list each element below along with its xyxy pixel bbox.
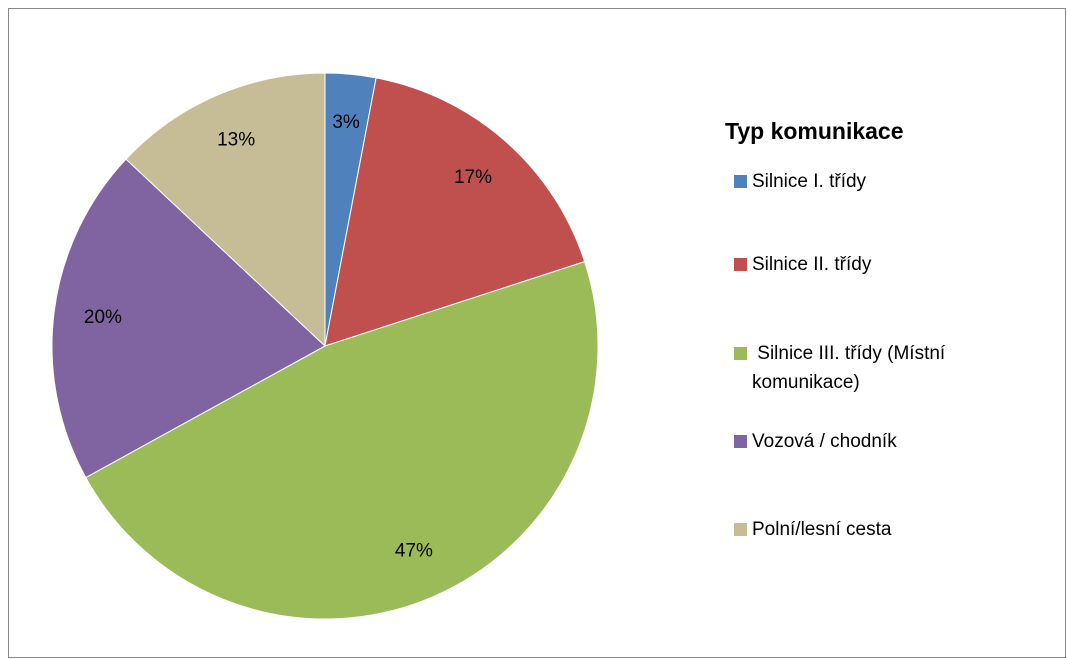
chart-border <box>8 8 1066 658</box>
pie-slice <box>324 77 586 347</box>
pie-slice <box>85 261 599 620</box>
legend-swatch <box>734 347 747 360</box>
legend-label: Silnice I. třídy <box>752 171 867 192</box>
legend-item: Polní/lesní cesta <box>725 515 1015 544</box>
legend-label: Vozová / chodník <box>752 431 897 452</box>
legend-swatch <box>734 435 747 448</box>
pie-slice <box>125 72 326 348</box>
legend-item: Vozová / chodník <box>725 427 1015 456</box>
legend-label: Polní/lesní cesta <box>752 519 892 540</box>
legend-item: Silnice III. třídy (Místní komunikace) <box>725 339 1015 397</box>
legend-label: Silnice II. třídy <box>752 254 872 275</box>
pie-slice <box>51 158 326 479</box>
legend-swatch <box>734 258 747 271</box>
data-label: 20% <box>84 307 122 328</box>
data-label: 13% <box>217 130 255 151</box>
legend-swatch <box>734 175 747 188</box>
legend-item: Silnice II. třídy <box>725 250 1015 279</box>
data-label: 47% <box>395 540 433 561</box>
legend-swatch <box>734 523 747 536</box>
data-label: 17% <box>454 167 492 188</box>
legend-label: Silnice III. třídy (Místní komunikace) <box>752 343 951 393</box>
legend-item: Silnice I. třídy <box>725 167 1015 196</box>
data-label: 3% <box>332 112 360 133</box>
legend: Typ komunikace Silnice I. třídy Silnice I… <box>725 118 1015 544</box>
legend-title: Typ komunikace <box>725 118 904 144</box>
